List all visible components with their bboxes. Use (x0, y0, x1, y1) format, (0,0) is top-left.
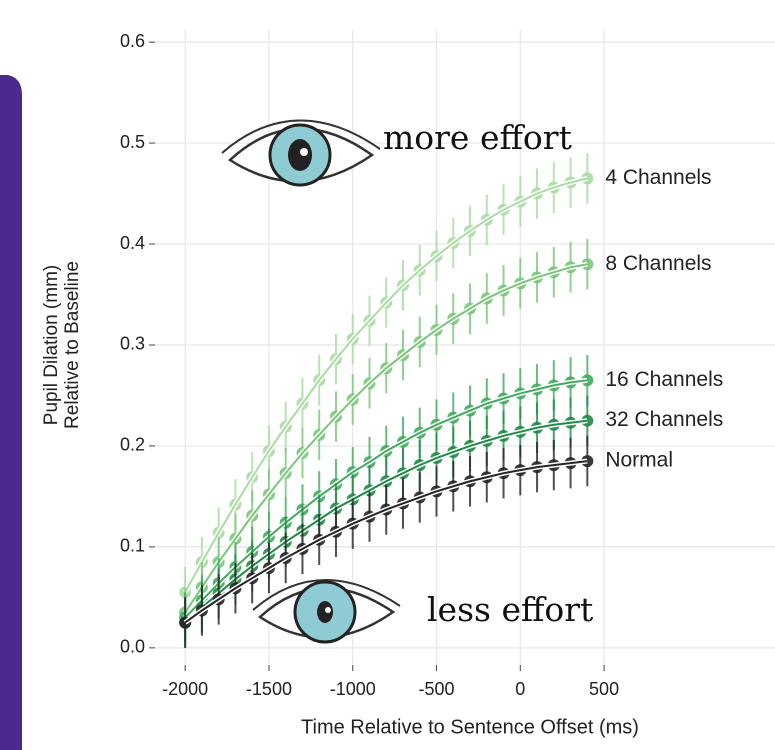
series-label: 32 Channels (605, 408, 723, 431)
x-tick-label: 500 (589, 679, 619, 699)
series-label: 16 Channels (605, 368, 723, 391)
y-tick-label: 0.3 (120, 334, 145, 354)
side-bar (0, 75, 22, 750)
x-tick-label: 0 (515, 679, 525, 699)
y-axis-title: Pupil Dilation (mm) (41, 265, 62, 425)
y-tick-label: 0.5 (120, 132, 145, 152)
eye-top (221, 119, 381, 187)
y-tick-label: 0.4 (120, 233, 145, 253)
eye-bottom (252, 579, 401, 644)
y-axis-title: Relative to Baseline (62, 261, 83, 429)
y-tick-label: 0.6 (120, 31, 145, 51)
series-label: 4 Channels (605, 166, 711, 189)
marks: 4 Channels 8 Channels 16 Channels 32 Channe… (179, 153, 723, 648)
y-tick-label: 0.1 (120, 536, 145, 556)
y-tick-label: 0.0 (120, 637, 145, 657)
line (184, 263, 588, 614)
line (184, 460, 588, 624)
x-tick-label: -2000 (162, 679, 208, 699)
annotation: less effort (427, 590, 593, 629)
series-label: 8 Channels (605, 252, 711, 275)
x-tick-label: -1000 (330, 679, 376, 699)
y-tick-label: 0.2 (120, 435, 145, 455)
line (184, 177, 588, 593)
series-label: Normal (605, 449, 673, 472)
x-axis-title: Time Relative to Sentence Offset (ms) (301, 716, 639, 738)
x-tick-label: -500 (418, 679, 454, 699)
x-tick-label: -1500 (246, 679, 292, 699)
annotation: more effort (383, 118, 572, 157)
